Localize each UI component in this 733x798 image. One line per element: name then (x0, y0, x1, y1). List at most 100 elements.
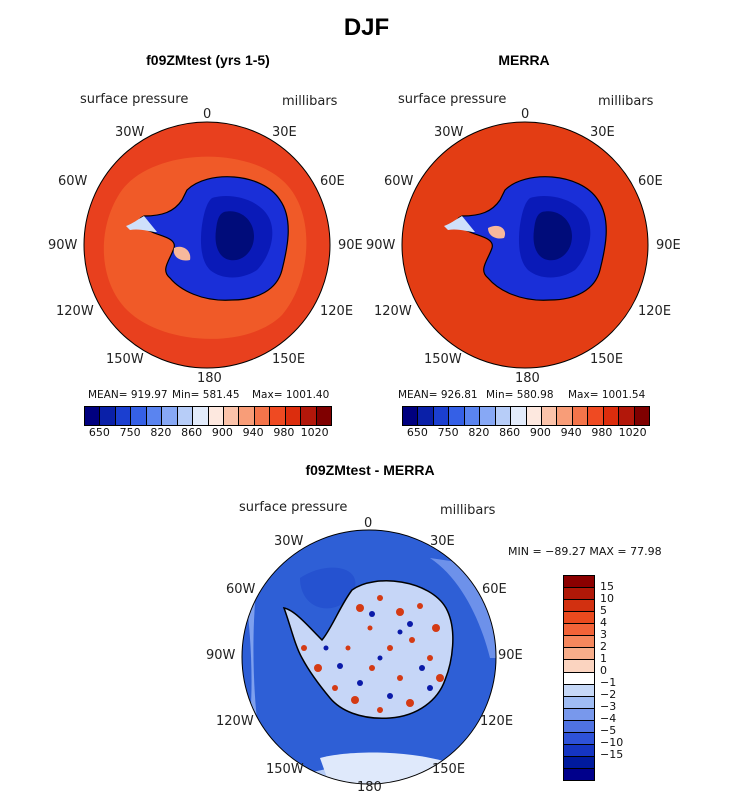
diff-colorbar-swatch (564, 600, 594, 613)
colorbar-swatch (162, 407, 178, 425)
model-ice-shelf (173, 246, 191, 261)
diff-colorbar-swatch (564, 672, 594, 685)
main-title: DJF (343, 14, 390, 41)
diff-colorbar-tick-label: −5 (600, 724, 617, 737)
colorbar-tick-label: 940 (560, 426, 582, 439)
obs-mean-stat: MEAN= 926.81 (398, 389, 478, 401)
colorbar-swatch (588, 407, 604, 425)
diff-lon-label-180: 180 (357, 780, 382, 795)
model-lon-label-150e: 150E (272, 352, 306, 367)
colorbar-swatch (193, 407, 209, 425)
diff-colorbar-swatch (564, 756, 594, 769)
colorbar-swatch (511, 407, 527, 425)
model-lon-label-120w: 120W (56, 304, 94, 319)
colorbar-swatch (208, 407, 224, 425)
colorbar-swatch (480, 407, 496, 425)
diff-colorbar-swatch (564, 648, 594, 661)
diff-lon-label-150e: 150E (432, 762, 466, 777)
colorbar-swatch (316, 407, 331, 425)
colorbar-swatch (146, 407, 163, 425)
model-polar-map (83, 121, 331, 369)
diff-colorbar-ticks: 15 10 5 4 3 2 1 0 −1 −2 −3 −4 −5 −10 −15 (598, 575, 638, 781)
diff-colorbar-swatch (564, 744, 594, 757)
colorbar-swatch (270, 407, 286, 425)
diff-colorbar-tick-label: −4 (600, 712, 617, 725)
colorbar-swatch (85, 407, 101, 425)
model-panel-title: f09ZMtest (yrs 1-5) (146, 52, 270, 68)
obs-min-stat: Min= 580.98 (486, 389, 554, 401)
colorbar-swatch (619, 407, 635, 425)
colorbar-swatch (254, 407, 271, 425)
diff-colorbar-swatch (564, 684, 594, 697)
diff-colorbar-tick-label: 5 (600, 604, 607, 617)
diff-negative-spots (323, 611, 433, 699)
colorbar-swatch (223, 407, 240, 425)
colorbar-swatch (495, 407, 512, 425)
colorbar-tick-label: 750 (119, 426, 141, 439)
colorbar-swatch (464, 407, 481, 425)
colorbar-tick-label: 980 (591, 426, 613, 439)
colorbar-swatch (239, 407, 255, 425)
colorbar-swatch (100, 407, 116, 425)
obs-polar-map (401, 121, 649, 369)
diff-colorbar-swatch (564, 732, 594, 745)
colorbar-tick-label: 650 (88, 426, 110, 439)
colorbar-tick-label: 1020 (300, 426, 329, 439)
model-colorbar-ticks: 650 750 820 860 900 940 980 1020 (84, 426, 332, 440)
diff-colorbar (563, 575, 595, 781)
colorbar-swatch (403, 407, 419, 425)
obs-panel-title: MERRA (498, 52, 550, 68)
obs-lon-label-180: 180 (515, 371, 540, 386)
model-lon-label-90e: 90E (338, 238, 363, 253)
model-mean-stat: MEAN= 919.97 (88, 389, 168, 401)
diff-colorbar-swatch (564, 624, 594, 637)
colorbar-tick-label: 940 (242, 426, 264, 439)
obs-colorbar (402, 406, 650, 426)
diff-lon-label-120w: 120W (216, 714, 254, 729)
model-plateau-high (215, 211, 254, 261)
diff-lon-label-30e: 30E (430, 534, 455, 549)
colorbar-tick-label: 750 (437, 426, 459, 439)
diff-lon-label-90w: 90W (206, 648, 236, 663)
colorbar-swatch (634, 407, 649, 425)
model-lon-label-180: 180 (197, 371, 222, 386)
model-lon-label-0: 0 (203, 107, 212, 122)
diff-colorbar-swatch (564, 588, 594, 601)
model-lon-label-150w: 150W (106, 352, 144, 367)
obs-lon-label-120w: 120W (374, 304, 412, 319)
diff-polar-map (241, 529, 497, 785)
diff-colorbar-swatch (564, 576, 594, 589)
colorbar-tick-label: 980 (273, 426, 295, 439)
model-lon-label-60e: 60E (320, 174, 345, 189)
model-min-stat: Min= 581.45 (172, 389, 240, 401)
diff-colorbar-tick-label: −15 (600, 748, 624, 761)
colorbar-tick-label: 1020 (618, 426, 647, 439)
colorbar-swatch (572, 407, 589, 425)
model-peninsula (126, 216, 157, 232)
colorbar-swatch (115, 407, 132, 425)
colorbar-tick-label: 900 (211, 426, 233, 439)
colorbar-swatch (418, 407, 434, 425)
obs-units-label: millibars (598, 94, 654, 109)
diff-colorbar-tick-label: 3 (600, 628, 607, 641)
diff-inner-anomaly (300, 567, 356, 609)
model-lon-label-30e: 30E (272, 125, 297, 140)
colorbar-swatch (603, 407, 620, 425)
obs-variable-label: surface pressure (398, 92, 507, 107)
diff-colorbar-tick-label: 4 (600, 616, 607, 629)
colorbar-swatch (541, 407, 558, 425)
obs-lon-label-60w: 60W (384, 174, 414, 189)
diff-lon-label-60e: 60E (482, 582, 507, 597)
colorbar-swatch (449, 407, 465, 425)
model-lon-label-60w: 60W (58, 174, 88, 189)
diff-colorbar-swatch (564, 612, 594, 625)
colorbar-swatch (177, 407, 194, 425)
obs-lon-label-120e: 120E (638, 304, 672, 319)
colorbar-tick-label: 900 (529, 426, 551, 439)
diff-colorbar-tick-label: −3 (600, 700, 617, 713)
diff-lon-label-150w: 150W (266, 762, 304, 777)
diff-colorbar-tick-label: 0 (600, 664, 607, 677)
obs-peninsula (444, 216, 475, 232)
diff-colorbar-swatch (564, 708, 594, 721)
diff-colorbar-tick-label: 1 (600, 652, 607, 665)
